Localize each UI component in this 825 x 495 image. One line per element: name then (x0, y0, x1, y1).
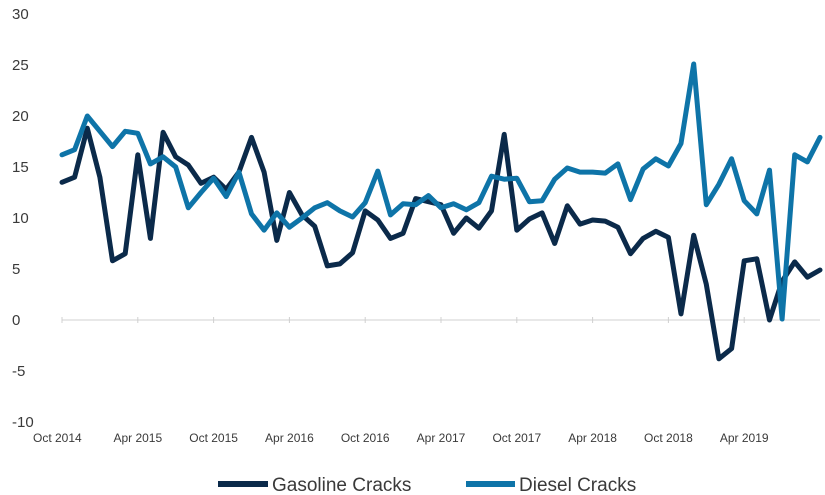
series-line-diesel-cracks (59, 61, 823, 322)
x-tick-label: Apr 2015 (113, 431, 162, 445)
series-layer (59, 61, 823, 362)
y-tick-label: 30 (12, 6, 29, 23)
x-tick-label: Apr 2019 (720, 431, 769, 445)
y-axis-ticks: -10 -5 0 5 10 15 20 25 30 (12, 6, 34, 431)
x-tick-label: Oct 2015 (189, 431, 238, 445)
y-tick-label: 10 (12, 210, 29, 227)
x-tick-label: Apr 2016 (265, 431, 314, 445)
y-tick-label: 5 (12, 261, 20, 278)
x-tick-label: Apr 2017 (417, 431, 466, 445)
y-tick-label: -5 (12, 363, 25, 380)
y-tick-label: 20 (12, 108, 29, 125)
x-tick-label: Apr 2018 (568, 431, 617, 445)
x-tick-label: Oct 2017 (492, 431, 541, 445)
x-tick-label: Oct 2016 (341, 431, 390, 445)
y-tick-label: 15 (12, 159, 29, 176)
x-axis-ticks: Oct 2014 Apr 2015 Oct 2015 Apr 2016 Oct 2016… (33, 317, 769, 445)
x-tick-label: Oct 2014 (33, 431, 82, 445)
legend: Gasoline Cracks Diesel Cracks (218, 475, 636, 495)
series-line-gasoline-cracks (59, 125, 823, 362)
x-tick-label: Oct 2018 (644, 431, 693, 445)
y-tick-label: 0 (12, 312, 20, 329)
y-tick-label: 25 (12, 57, 29, 74)
y-tick-label: -10 (12, 414, 34, 431)
legend-label-gasoline-cracks: Gasoline Cracks (272, 475, 411, 495)
legend-label-diesel-cracks: Diesel Cracks (519, 475, 636, 495)
